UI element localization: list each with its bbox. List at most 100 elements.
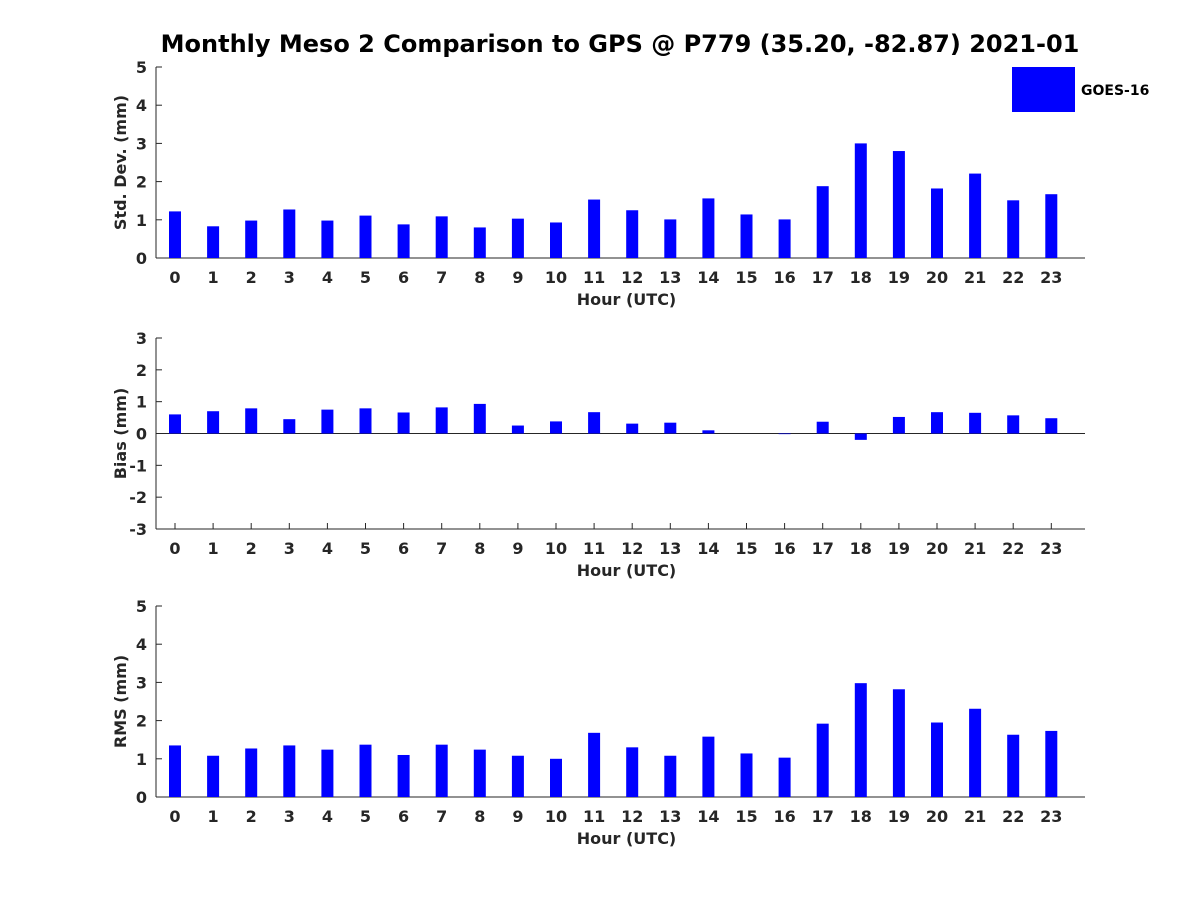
panel3-x-tick-label: 6 <box>398 807 409 826</box>
panel3-x-tick-label: 2 <box>246 807 257 826</box>
panel2-x-axis-label: Hour (UTC) <box>577 561 677 580</box>
panel3-bar <box>969 708 982 797</box>
panel1-y-tick-label: 5 <box>136 58 147 77</box>
panel1-bar <box>778 219 791 258</box>
panel2-bar <box>359 408 372 434</box>
panel3-x-tick-label: 9 <box>512 807 523 826</box>
panel1-y-tick-label: 4 <box>136 96 147 115</box>
panel3-y-tick-label: 3 <box>136 673 147 692</box>
panel3-x-tick-label: 8 <box>474 807 485 826</box>
panel1-y-tick-label: 1 <box>136 211 147 230</box>
panel2-x-tick-label: 12 <box>621 539 643 558</box>
panel2-y-tick-label: 2 <box>136 361 147 380</box>
panel2-x-tick-label: 15 <box>735 539 757 558</box>
panel2-x-tick-label: 0 <box>169 539 180 558</box>
panel2-bar <box>816 421 829 434</box>
panel3-bar <box>245 748 258 797</box>
panel2-x-tick-label: 2 <box>246 539 257 558</box>
panel3-x-tick-label: 5 <box>360 807 371 826</box>
panel3-bar <box>283 745 296 797</box>
panel2-bar <box>778 433 791 435</box>
panel2-bar <box>397 412 410 434</box>
panel3-bar <box>816 723 829 797</box>
panel3-x-axis-label: Hour (UTC) <box>577 829 677 848</box>
panel1-y-tick-label: 0 <box>136 249 147 268</box>
panel3-bar <box>892 689 905 797</box>
panel2-x-tick-label: 13 <box>659 539 681 558</box>
panel2-bar <box>702 430 715 434</box>
panel2-bar <box>626 423 639 434</box>
panel3-x-tick-label: 15 <box>735 807 757 826</box>
panel1-y-axis-label: Std. Dev. (mm) <box>111 95 130 230</box>
panel2-x-tick-label: 16 <box>773 539 795 558</box>
panel3-y-tick-label: 0 <box>136 788 147 807</box>
panel3-y-tick-label: 1 <box>136 750 147 769</box>
panel1-bar <box>626 210 639 258</box>
panel2-x-tick-label: 7 <box>436 539 447 558</box>
panel2-bar <box>435 407 448 434</box>
panel1-bar <box>359 215 372 258</box>
panel3-x-tick-label: 3 <box>284 807 295 826</box>
panel3-y-axis-label: RMS (mm) <box>111 655 130 748</box>
panel1-x-tick-label: 8 <box>474 268 485 287</box>
panel2-y-tick-label: 3 <box>136 329 147 348</box>
panel1-bar <box>245 220 258 258</box>
panel3-bar <box>931 722 943 797</box>
panel1-x-tick-label: 2 <box>246 268 257 287</box>
panel3-x-tick-label: 1 <box>208 807 219 826</box>
panel3-bar <box>588 732 601 797</box>
panel1-y-tick-label: 2 <box>136 173 147 192</box>
panel3-x-tick-label: 21 <box>964 807 986 826</box>
panel1-x-axis-label: Hour (UTC) <box>577 290 677 309</box>
panel2-bar <box>664 422 677 434</box>
panel2-x-tick-label: 19 <box>888 539 910 558</box>
panel2-bar <box>550 421 562 434</box>
panel3-x-tick-label: 12 <box>621 807 643 826</box>
panel3-x-tick-label: 18 <box>850 807 872 826</box>
panel3-x-tick-label: 0 <box>169 807 180 826</box>
panel2-x-tick-label: 3 <box>284 539 295 558</box>
panel2-bar <box>245 408 258 434</box>
panel3-bar <box>1045 730 1058 797</box>
panel2-bar <box>207 411 220 434</box>
panel1-bar <box>854 143 867 258</box>
panel2-x-tick-label: 20 <box>926 539 948 558</box>
panel3-bar <box>1007 734 1020 797</box>
panel3-x-tick-label: 14 <box>697 807 719 826</box>
panel2-bar <box>931 412 943 434</box>
panel2-bar <box>283 419 296 434</box>
panel2-y-tick-label: 1 <box>136 393 147 412</box>
panel1-bar <box>892 151 905 258</box>
panel1-x-tick-label: 4 <box>322 268 333 287</box>
panel2-x-tick-label: 17 <box>812 539 834 558</box>
panel1-bar <box>473 227 486 258</box>
panel3-x-tick-label: 7 <box>436 807 447 826</box>
panel3-x-tick-label: 22 <box>1002 807 1024 826</box>
panel3-bar <box>435 744 448 797</box>
panel2-x-tick-label: 18 <box>850 539 872 558</box>
panel3-bar <box>626 747 639 797</box>
panel2-y-tick-label: -2 <box>129 488 147 507</box>
panel1-x-tick-label: 20 <box>926 268 948 287</box>
panel1-bar <box>1007 200 1020 258</box>
panel3-x-tick-label: 4 <box>322 807 333 826</box>
panel1-x-tick-label: 13 <box>659 268 681 287</box>
panel1-bar <box>511 218 524 258</box>
panel1-bar <box>283 209 296 258</box>
panel2-x-tick-label: 8 <box>474 539 485 558</box>
panel3-x-tick-label: 19 <box>888 807 910 826</box>
panel1-x-tick-label: 10 <box>545 268 567 287</box>
panel1-bar <box>397 224 410 258</box>
panel1-x-tick-label: 18 <box>850 268 872 287</box>
panel3-bar <box>321 749 334 797</box>
panel3-bar <box>778 757 791 797</box>
panel1-x-tick-label: 6 <box>398 268 409 287</box>
panel2-y-tick-label: 0 <box>136 425 147 444</box>
panel3-x-tick-label: 10 <box>545 807 567 826</box>
panel3-bar <box>664 755 677 797</box>
panel2-x-tick-label: 14 <box>697 539 719 558</box>
panel1-x-tick-label: 14 <box>697 268 719 287</box>
panel1-x-tick-label: 7 <box>436 268 447 287</box>
panel1-bar <box>740 214 753 258</box>
